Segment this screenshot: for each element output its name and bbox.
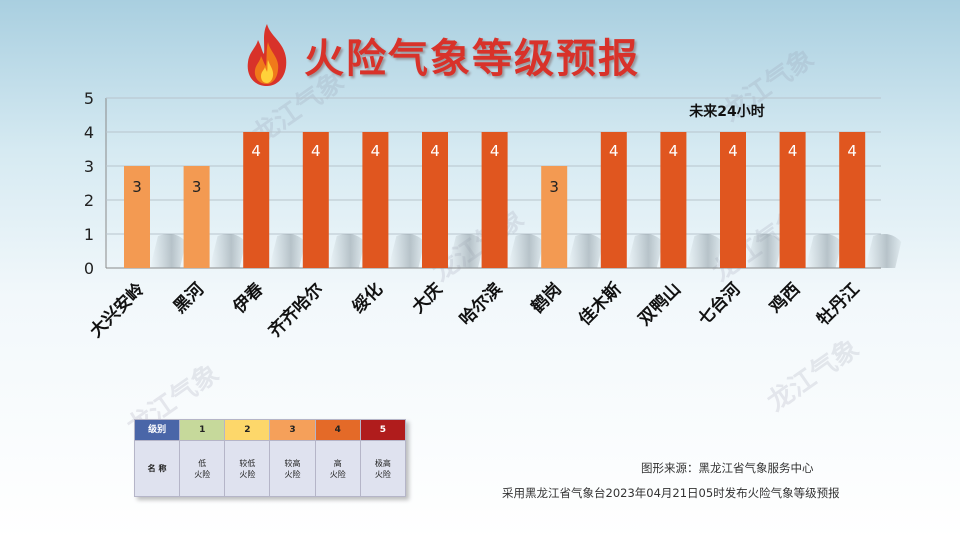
y-tick-label: 4 xyxy=(84,123,94,142)
legend-level-1: 1 xyxy=(179,419,226,441)
legend-header-label: 级别 xyxy=(133,419,181,441)
data-label: 4 xyxy=(728,142,738,160)
legend-level-4: 4 xyxy=(314,419,361,441)
category-label: 黑河 xyxy=(170,279,208,317)
category-label: 鹤岗 xyxy=(527,279,566,318)
data-label: 3 xyxy=(549,178,559,196)
category-label: 佳木斯 xyxy=(574,279,625,330)
legend-level-3: 3 xyxy=(269,419,316,441)
bar-哈尔滨 xyxy=(481,132,508,268)
bar-shadow xyxy=(746,234,782,268)
legend-level-5: 5 xyxy=(359,419,407,441)
category-label: 齐齐哈尔 xyxy=(264,279,327,342)
bar-shadow xyxy=(686,234,723,268)
bar-绥化 xyxy=(362,132,389,268)
legend-name-5: 极高 火险 xyxy=(359,440,407,497)
bar-shadow xyxy=(865,234,902,268)
level-legend: 级别 1 2 3 4 5 名 称低火险 较低 火险 较高 火险高火险 极高 火险 xyxy=(133,419,407,497)
bar-大庆 xyxy=(422,132,448,268)
y-tick-label: 0 xyxy=(84,259,94,278)
bar-伊春 xyxy=(243,132,270,268)
data-label: 4 xyxy=(490,142,500,160)
category-label: 大庆 xyxy=(408,279,447,318)
page-title: 火险气象等级预报 xyxy=(304,36,640,82)
legend-name-label: 名 称 xyxy=(133,440,181,497)
data-label: 4 xyxy=(371,142,381,160)
legend-name-2: 较低 火险 xyxy=(224,440,271,497)
y-tick-label: 2 xyxy=(84,191,94,210)
title-area: 火险气象等级预报 xyxy=(240,20,640,90)
category-label: 哈尔滨 xyxy=(455,279,506,330)
bar-双鸭山 xyxy=(660,132,687,268)
bar-齐齐哈尔 xyxy=(302,132,329,268)
bar-佳木斯 xyxy=(600,132,627,268)
bar-shadow xyxy=(269,234,306,268)
bar-shadow xyxy=(150,234,186,268)
data-label: 4 xyxy=(847,142,857,160)
bar-鹤岗 xyxy=(541,166,568,268)
bar-shadow xyxy=(448,234,484,268)
data-label: 4 xyxy=(609,142,619,160)
bar-shadow xyxy=(805,234,842,268)
category-label: 双鸭山 xyxy=(634,279,685,330)
bar-七台河 xyxy=(720,132,746,268)
legend-name-1: 低火险 xyxy=(179,440,226,497)
y-tick-label: 1 xyxy=(84,225,94,244)
category-label: 牡丹江 xyxy=(813,279,864,330)
data-label: 3 xyxy=(132,178,142,196)
bar-鸡西 xyxy=(779,132,806,268)
data-label: 4 xyxy=(788,142,798,160)
legend-name-3: 较高 火险 xyxy=(269,440,316,497)
category-label: 绥化 xyxy=(348,279,387,318)
category-label: 伊春 xyxy=(228,279,268,319)
footnote: 采用黑龙江省气象台2023年04月21日05时发布火险气象等级预报 xyxy=(502,486,840,500)
bar-shadow xyxy=(388,234,425,268)
data-label: 4 xyxy=(311,142,321,160)
bar-shadow xyxy=(567,234,604,268)
bar-牡丹江 xyxy=(839,132,866,268)
source-note: 图形来源：黑龙江省气象服务中心 xyxy=(641,461,814,475)
bar-大兴安岭 xyxy=(124,166,150,268)
category-label: 大兴安岭 xyxy=(86,279,149,342)
category-label: 鸡西 xyxy=(765,279,805,319)
chart-annotation: 未来24小时 xyxy=(689,103,764,120)
data-label: 4 xyxy=(251,142,261,160)
y-tick-label: 3 xyxy=(84,157,94,176)
flame-icon xyxy=(247,24,287,86)
bar-shadow xyxy=(626,234,663,268)
legend-level-2: 2 xyxy=(224,419,271,441)
legend-name-4: 高火险 xyxy=(314,440,361,497)
data-label: 4 xyxy=(669,142,679,160)
y-tick-label: 5 xyxy=(84,89,94,108)
bar-shadow xyxy=(328,234,365,268)
data-label: 3 xyxy=(192,178,202,196)
data-label: 4 xyxy=(430,142,440,160)
category-label: 七台河 xyxy=(694,279,745,330)
bar-黑河 xyxy=(183,166,210,268)
bar-shadow xyxy=(507,234,544,268)
bar-shadow xyxy=(209,234,246,268)
